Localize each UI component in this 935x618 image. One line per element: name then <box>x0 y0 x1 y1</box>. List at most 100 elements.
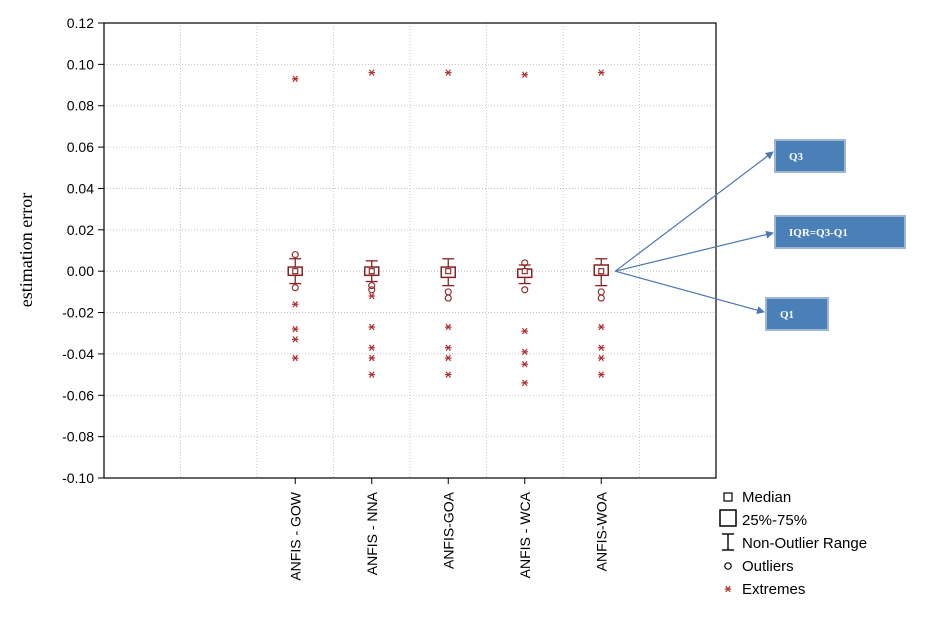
outlier-point <box>444 294 452 302</box>
extreme-point <box>368 69 375 76</box>
box-3 <box>440 69 456 378</box>
extreme-point <box>368 354 375 362</box>
y-tick-label: 0.04 <box>67 180 94 196</box>
legend-whisker-icon <box>722 533 734 551</box>
extreme-point <box>598 344 605 351</box>
median-marker <box>598 268 605 275</box>
legend-label: Median <box>742 489 791 506</box>
category-labels: ANFIS - GOW ANFIS - NNA ANFIS-GOA ANFIS - W… <box>287 478 609 581</box>
outlier-point <box>291 251 299 259</box>
extreme-point <box>445 323 452 331</box>
outlier-point <box>597 294 605 302</box>
extreme-point <box>292 75 299 83</box>
y-ticks: 0.12 0.10 0.08 0.06 0.04 0.02 0.00 -0.02 -0.04 -0… <box>62 15 104 486</box>
outlier-point <box>368 286 376 294</box>
callout-label: IQR=Q3-Q1 <box>789 227 848 239</box>
extreme-point <box>292 354 299 362</box>
box-2 <box>364 69 380 378</box>
extreme-point <box>292 336 299 343</box>
median-marker <box>368 268 375 275</box>
y-tick-label: 0.06 <box>67 139 94 155</box>
y-tick-label: 0.00 <box>67 263 94 279</box>
extreme-point <box>521 327 528 335</box>
extreme-point <box>292 325 299 333</box>
outlier-point <box>444 288 452 296</box>
extreme-point <box>598 371 605 378</box>
legend-label: Non-Outlier Range <box>742 535 867 552</box>
extreme-point <box>368 344 375 351</box>
legend-box-icon <box>719 509 737 527</box>
extreme-point <box>368 371 375 378</box>
legend-entry-median: Median <box>723 489 791 506</box>
outlier-point <box>521 259 529 267</box>
callouts: Q3 IQR=Q3-Q1 Q1 <box>614 139 906 331</box>
grid-layer <box>104 22 716 479</box>
callout-box <box>774 139 846 173</box>
legend-entry-box: 25%-75% <box>719 509 807 529</box>
y-axis-label: estimation error <box>16 193 36 307</box>
callout-arrow <box>615 230 774 272</box>
legend-entry-outlier: Outliers <box>724 558 794 575</box>
legend-entry-whisker: Non-Outlier Range <box>722 533 867 552</box>
extreme-point <box>521 379 528 387</box>
outlier-point <box>597 288 605 296</box>
extreme-point <box>368 292 375 300</box>
y-tick-label: -0.02 <box>62 305 94 321</box>
category-label: ANFIS - GOW <box>287 491 303 580</box>
extreme-point <box>598 69 605 76</box>
extreme-point <box>445 69 452 76</box>
extreme-point <box>292 301 299 308</box>
legend-label: 25%-75% <box>742 512 807 529</box>
extreme-point <box>598 323 605 331</box>
category-label: ANFIS-GOA <box>440 491 456 569</box>
box-1 <box>287 75 303 362</box>
median-marker <box>292 268 299 275</box>
y-tick-label: -0.06 <box>62 387 94 403</box>
y-tick-label: -0.10 <box>62 470 94 486</box>
outlier-point <box>368 282 376 290</box>
callout-label: Q1 <box>780 309 794 321</box>
callout-label: Q3 <box>789 151 804 163</box>
category-label: ANFIS-WOA <box>593 491 609 571</box>
box-layer <box>287 69 609 387</box>
legend-median-icon <box>723 492 733 502</box>
callout-arrow <box>614 151 774 272</box>
legend-outlier-icon <box>724 562 732 570</box>
outlier-point <box>291 284 299 292</box>
y-tick-label: -0.04 <box>62 346 94 362</box>
extreme-point <box>445 371 452 378</box>
legend-entry-extreme: Extremes <box>724 581 805 598</box>
callout-box <box>774 215 906 249</box>
y-tick-label: -0.08 <box>62 429 94 445</box>
callout-box <box>765 297 829 331</box>
median-marker <box>445 268 452 275</box>
extreme-point <box>521 71 528 78</box>
y-tick-label: 0.08 <box>67 98 94 114</box>
callout-3: Q1 <box>765 297 829 331</box>
extreme-point <box>445 344 452 351</box>
outlier-point <box>521 286 529 294</box>
extreme-point <box>598 354 605 362</box>
extreme-point <box>368 323 375 331</box>
median-marker <box>521 268 528 275</box>
callout-2: IQR=Q3-Q1 <box>774 215 906 249</box>
category-label: ANFIS - WCA <box>517 491 533 578</box>
category-label: ANFIS - NNA <box>364 491 380 575</box>
extreme-point <box>521 361 528 368</box>
legend: Median 25%-75% Non-Outlier Range Outliers Ex… <box>719 489 867 598</box>
box-5 <box>593 69 609 378</box>
legend-label: Outliers <box>742 558 794 575</box>
extreme-point <box>521 348 528 356</box>
y-tick-label: 0.02 <box>67 222 94 238</box>
extreme-point <box>445 354 452 362</box>
y-tick-label: 0.12 <box>67 15 94 31</box>
box-4 <box>517 71 533 387</box>
callout-arrow <box>615 270 765 315</box>
y-tick-label: 0.10 <box>67 56 94 72</box>
callout-1: Q3 <box>774 139 846 173</box>
plot-frame <box>103 22 717 479</box>
legend-label: Extremes <box>742 581 805 598</box>
legend-extreme-icon <box>724 585 732 593</box>
